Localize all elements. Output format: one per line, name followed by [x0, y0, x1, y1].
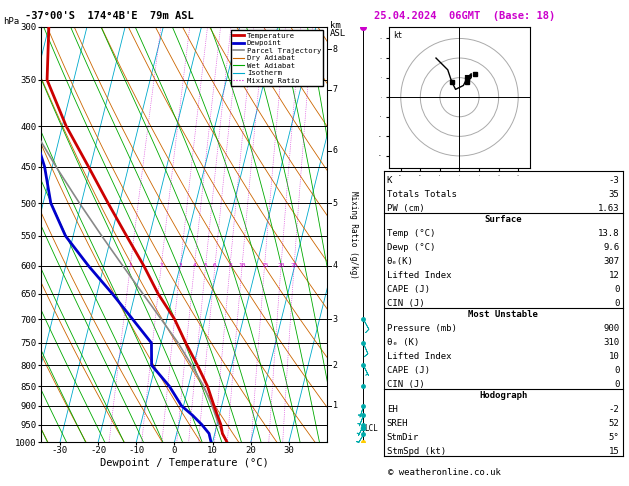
Text: -37°00'S  174°4B'E  79m ASL: -37°00'S 174°4B'E 79m ASL	[25, 11, 194, 21]
Text: km: km	[330, 21, 341, 30]
Text: 9.6: 9.6	[603, 243, 620, 252]
Text: 900: 900	[603, 324, 620, 333]
Text: CIN (J): CIN (J)	[387, 298, 425, 308]
Text: Most Unstable: Most Unstable	[468, 310, 538, 319]
Text: Surface: Surface	[484, 215, 522, 225]
Text: 6: 6	[213, 263, 217, 268]
Text: SREH: SREH	[387, 419, 408, 428]
Text: 8: 8	[228, 263, 232, 268]
Text: 5°: 5°	[609, 433, 620, 442]
Text: 0: 0	[614, 285, 620, 294]
Text: Hodograph: Hodograph	[479, 391, 527, 400]
Text: 10: 10	[238, 263, 246, 268]
Text: 10: 10	[609, 352, 620, 361]
Text: PW (cm): PW (cm)	[387, 204, 425, 212]
Text: θₑ (K): θₑ (K)	[387, 338, 419, 347]
Text: 310: 310	[603, 338, 620, 347]
Text: LCL: LCL	[365, 424, 379, 433]
Text: 3: 3	[333, 314, 338, 324]
Text: Mixing Ratio (g/kg): Mixing Ratio (g/kg)	[349, 191, 359, 278]
Text: 4: 4	[333, 261, 338, 270]
Text: θₑ(K): θₑ(K)	[387, 257, 414, 266]
Text: 15: 15	[609, 447, 620, 456]
Text: 5: 5	[333, 199, 338, 208]
Text: ASL: ASL	[330, 29, 347, 38]
Text: Temp (°C): Temp (°C)	[387, 229, 435, 238]
Text: StmSpd (kt): StmSpd (kt)	[387, 447, 446, 456]
Text: 2: 2	[333, 361, 338, 370]
Text: Lifted Index: Lifted Index	[387, 352, 452, 361]
Text: 1.63: 1.63	[598, 204, 620, 212]
Text: hPa: hPa	[3, 17, 19, 26]
Legend: Temperature, Dewpoint, Parcel Trajectory, Dry Adiabat, Wet Adiabat, Isotherm, Mi: Temperature, Dewpoint, Parcel Trajectory…	[231, 30, 323, 86]
Text: 35: 35	[609, 190, 620, 199]
Text: 25.04.2024  06GMT  (Base: 18): 25.04.2024 06GMT (Base: 18)	[374, 11, 555, 21]
Text: Dewp (°C): Dewp (°C)	[387, 243, 435, 252]
Text: EH: EH	[387, 405, 398, 414]
Text: © weatheronline.co.uk: © weatheronline.co.uk	[388, 468, 501, 477]
Text: 13.8: 13.8	[598, 229, 620, 238]
Text: StmDir: StmDir	[387, 433, 419, 442]
Text: CIN (J): CIN (J)	[387, 380, 425, 388]
Text: 52: 52	[609, 419, 620, 428]
Text: CAPE (J): CAPE (J)	[387, 365, 430, 375]
Text: 20: 20	[277, 263, 285, 268]
Text: 0: 0	[614, 380, 620, 388]
Text: 25: 25	[291, 263, 298, 268]
Text: -2: -2	[609, 405, 620, 414]
Text: Lifted Index: Lifted Index	[387, 271, 452, 280]
Text: 4: 4	[192, 263, 196, 268]
Text: kt: kt	[393, 31, 402, 40]
Text: 6: 6	[333, 146, 338, 156]
Text: 12: 12	[609, 271, 620, 280]
Text: 15: 15	[261, 263, 269, 268]
Text: 1: 1	[333, 401, 338, 410]
Text: 3: 3	[179, 263, 182, 268]
X-axis label: Dewpoint / Temperature (°C): Dewpoint / Temperature (°C)	[99, 458, 269, 468]
Text: Totals Totals: Totals Totals	[387, 190, 457, 199]
Text: Pressure (mb): Pressure (mb)	[387, 324, 457, 333]
Text: 0: 0	[614, 298, 620, 308]
Text: 7: 7	[333, 85, 338, 94]
Text: 1: 1	[128, 263, 132, 268]
Text: 0: 0	[614, 365, 620, 375]
Text: 2: 2	[159, 263, 163, 268]
Text: 307: 307	[603, 257, 620, 266]
Text: K: K	[387, 176, 392, 185]
Text: 5: 5	[204, 263, 208, 268]
Text: CAPE (J): CAPE (J)	[387, 285, 430, 294]
Text: -3: -3	[609, 176, 620, 185]
Text: 8: 8	[333, 45, 338, 53]
